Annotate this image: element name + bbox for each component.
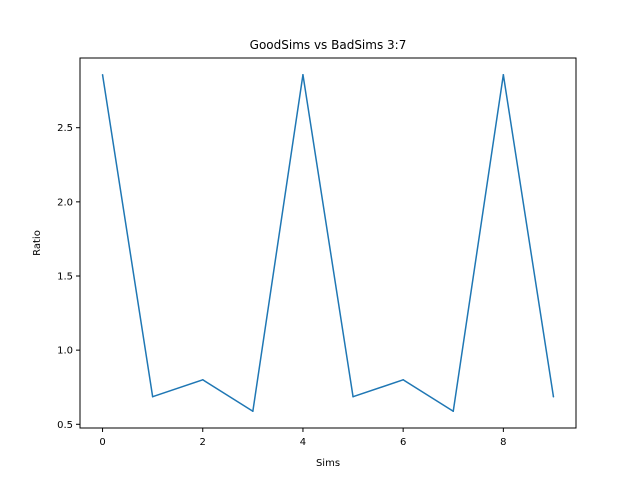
x-tick-label: 2	[200, 437, 206, 448]
y-tick-label: 1.5	[57, 271, 73, 282]
y-tick-label: 0.5	[57, 420, 73, 431]
data-point	[151, 395, 154, 398]
x-tick-label: 8	[500, 437, 506, 448]
data-point	[452, 410, 454, 412]
y-tick-label: 2.5	[57, 123, 73, 134]
data-point	[202, 379, 204, 381]
data-point	[352, 395, 354, 398]
data-point	[552, 395, 555, 398]
x-tick-label: 0	[99, 437, 105, 448]
x-tick-label: 6	[400, 437, 406, 448]
series-line-0	[101, 74, 555, 412]
data-point	[402, 379, 404, 381]
x-axis: 0 2 4 6 8	[99, 428, 507, 448]
y-tick-label: 1.0	[57, 346, 73, 357]
data-point	[302, 74, 304, 76]
y-tick-label: 2.0	[57, 197, 73, 208]
y-axis: 0.5 1.0 1.5 2.0 2.5	[57, 123, 80, 431]
data-point	[252, 410, 254, 412]
plot-area	[101, 74, 555, 412]
data-point	[502, 74, 505, 76]
chart-title: GoodSims vs BadSims 3:7	[250, 38, 407, 52]
y-axis-label: Ratio	[32, 230, 43, 256]
axes-frame	[79, 57, 577, 429]
data-point	[101, 74, 104, 76]
x-axis-label: Sims	[316, 458, 340, 469]
x-tick-label: 4	[300, 437, 306, 448]
